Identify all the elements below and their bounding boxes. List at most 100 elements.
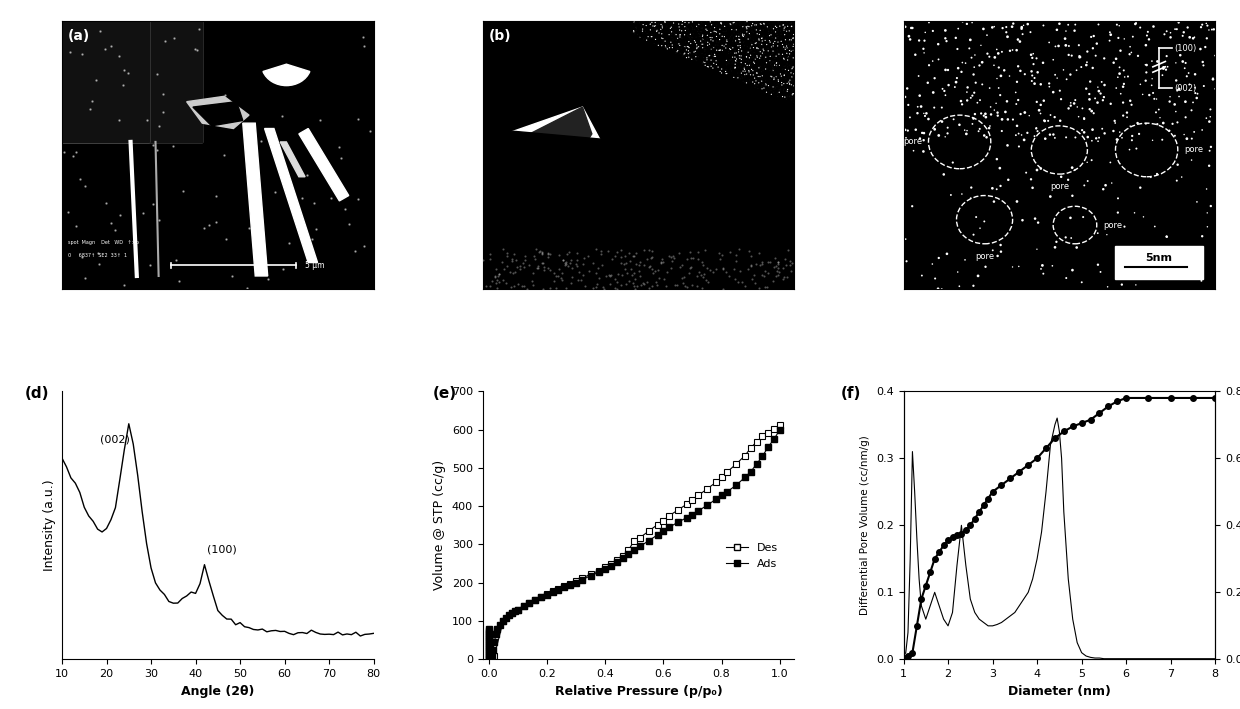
Point: [689, 30, 709, 42]
Point: [666, 25, 686, 36]
Point: [635, 244, 655, 255]
Point: [668, 45, 688, 56]
Point: [1045, 133, 1065, 144]
Point: [724, 32, 744, 43]
Point: [992, 46, 1012, 57]
Text: (d): (d): [25, 386, 50, 401]
Point: [634, 16, 653, 28]
Point: [725, 35, 745, 47]
Point: [671, 48, 691, 59]
Point: [663, 20, 683, 31]
Point: [507, 262, 527, 273]
Point: [779, 52, 799, 63]
Point: [730, 40, 750, 51]
Point: [154, 89, 174, 100]
Point: [1069, 52, 1089, 63]
Point: [780, 18, 800, 29]
Point: [1202, 24, 1221, 35]
Point: [1102, 177, 1122, 189]
Point: [991, 180, 1011, 191]
Point: [1095, 128, 1115, 139]
Point: [715, 66, 735, 77]
Point: [1100, 35, 1120, 46]
Point: [660, 29, 680, 40]
Point: [672, 28, 692, 40]
Point: [750, 45, 770, 56]
Text: (100): (100): [207, 544, 237, 554]
Point: [693, 271, 713, 282]
Point: [605, 250, 625, 262]
Point: [1114, 110, 1133, 121]
Point: [1087, 38, 1107, 49]
Point: [1109, 193, 1128, 204]
Point: [781, 266, 801, 277]
Point: [692, 58, 712, 69]
Point: [976, 261, 996, 272]
Point: [766, 57, 786, 69]
Point: [637, 254, 657, 265]
Point: [963, 69, 983, 80]
Point: [957, 18, 977, 30]
Point: [71, 174, 91, 185]
Point: [1044, 129, 1064, 140]
Point: [355, 240, 374, 252]
Point: [745, 19, 765, 30]
Point: [708, 40, 728, 51]
Point: [1080, 76, 1100, 87]
Point: [215, 149, 234, 160]
Point: [696, 36, 715, 48]
Point: [1194, 80, 1214, 91]
Point: [773, 39, 792, 50]
Point: [775, 29, 795, 40]
Point: [273, 111, 293, 122]
Text: pore: pore: [1104, 220, 1122, 230]
Point: [1127, 118, 1147, 129]
Point: [773, 43, 792, 55]
Point: [627, 281, 647, 292]
Point: [1092, 94, 1112, 106]
Point: [919, 17, 939, 28]
Point: [975, 130, 994, 141]
Point: [744, 47, 764, 58]
Point: [565, 259, 585, 270]
Point: [1174, 62, 1194, 74]
Point: [727, 249, 746, 260]
Point: [737, 16, 756, 27]
Point: [769, 48, 789, 60]
Point: [905, 49, 925, 60]
Point: [720, 18, 740, 29]
Point: [985, 21, 1004, 33]
Point: [1167, 175, 1187, 186]
Point: [1120, 121, 1140, 132]
Point: [640, 260, 660, 272]
Point: [492, 257, 512, 268]
Point: [749, 282, 769, 294]
Point: [781, 18, 801, 29]
Point: [526, 253, 546, 264]
Point: [345, 245, 365, 256]
Point: [764, 63, 784, 74]
Point: [625, 28, 645, 40]
Point: [702, 26, 722, 38]
Point: [761, 29, 781, 40]
Point: [776, 73, 796, 84]
Point: [697, 61, 717, 72]
Point: [765, 67, 785, 79]
Point: [730, 19, 750, 30]
Point: [1014, 107, 1034, 118]
Point: [740, 36, 760, 48]
Point: [773, 91, 792, 102]
Point: [216, 234, 236, 245]
Point: [605, 282, 625, 294]
Point: [719, 46, 739, 57]
Point: [915, 35, 935, 46]
Point: [725, 45, 745, 57]
Point: [647, 279, 667, 291]
Point: [1200, 145, 1220, 157]
Point: [768, 25, 787, 36]
Point: [1168, 84, 1188, 96]
Point: [703, 50, 723, 62]
Point: [611, 257, 631, 269]
Point: [754, 24, 774, 35]
Point: [746, 64, 766, 75]
